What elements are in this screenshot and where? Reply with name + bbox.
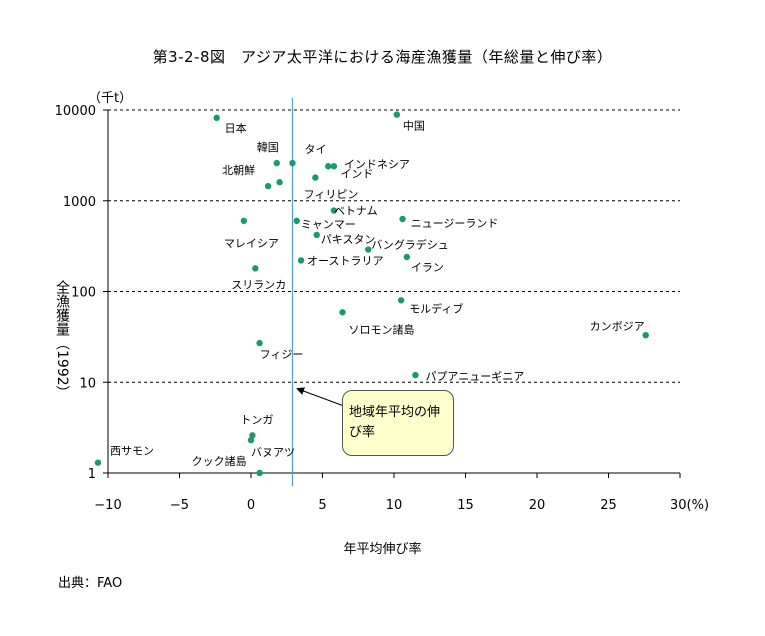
y-axis-label-sub: （1992） bbox=[54, 336, 70, 400]
data-point bbox=[397, 297, 405, 304]
point-label: ソロモン諸島 bbox=[349, 322, 415, 336]
y-unit-label: （千t） bbox=[88, 91, 133, 106]
data-point bbox=[247, 436, 255, 444]
data-point bbox=[252, 265, 259, 272]
data-point bbox=[365, 246, 372, 253]
point-label: インドネシア bbox=[344, 158, 410, 171]
x-tick-label: 20 bbox=[529, 498, 546, 513]
point-label: ベトナム bbox=[334, 205, 378, 218]
chart-title: 第3-2-8図 アジア太平洋における海産漁獲量（年総量と伸び率） bbox=[152, 48, 613, 66]
x-tick-label: 15 bbox=[457, 498, 474, 513]
data-point bbox=[94, 459, 102, 466]
data-point bbox=[325, 163, 332, 170]
point-label: クック諸島 bbox=[192, 454, 247, 468]
data-point bbox=[213, 114, 220, 122]
y-tick-label: 10000 bbox=[55, 104, 96, 119]
point-label: オーストラリア bbox=[307, 254, 383, 267]
point-label: インド bbox=[340, 168, 373, 181]
data-point bbox=[256, 469, 263, 477]
y-axis-label: 全漁獲量（1992） bbox=[52, 280, 72, 400]
x-tick-label: 25 bbox=[600, 498, 617, 513]
point-label: 北朝鮮 bbox=[222, 163, 255, 177]
annotation-box: 地域年平均の伸び率 bbox=[342, 390, 454, 456]
y-tick-label: 100 bbox=[71, 286, 96, 301]
data-point bbox=[293, 217, 300, 225]
data-point bbox=[642, 331, 649, 339]
x-axis-label: 年平均伸び率 bbox=[343, 542, 422, 557]
point-label: モルディブ bbox=[409, 301, 463, 315]
data-point bbox=[412, 371, 419, 379]
point-label: トンガ bbox=[240, 413, 273, 426]
data-point bbox=[240, 217, 248, 225]
point-label: イラン bbox=[411, 261, 444, 274]
y-tick-label: 1 bbox=[88, 467, 96, 482]
y-tick-label: 1000 bbox=[63, 195, 96, 210]
point-label: 中国 bbox=[403, 120, 425, 133]
data-point bbox=[313, 231, 320, 239]
point-label: フィリピン bbox=[304, 188, 359, 201]
data-point bbox=[276, 179, 283, 186]
x-tick-label: −5 bbox=[170, 498, 189, 513]
data-point bbox=[273, 159, 280, 167]
data-point bbox=[312, 174, 319, 181]
point-label: 韓国 bbox=[257, 141, 279, 154]
y-axis-label-main: 全漁獲量 bbox=[54, 280, 70, 336]
point-label: 西サモン bbox=[110, 445, 154, 458]
point-label: カンボジア bbox=[590, 320, 645, 333]
point-label: パプアニューギニア bbox=[425, 370, 524, 383]
point-label: ミャンマー bbox=[301, 218, 356, 231]
point-label: タイ bbox=[304, 143, 326, 156]
x-tick-label: −10 bbox=[94, 498, 121, 513]
data-point bbox=[393, 111, 401, 118]
point-label: パキスタン bbox=[321, 233, 376, 246]
point-label: バヌアツ bbox=[251, 446, 295, 459]
point-label: バングラデシュ bbox=[371, 238, 449, 252]
data-point bbox=[330, 207, 338, 214]
data-point bbox=[256, 339, 263, 347]
data-point bbox=[399, 215, 406, 223]
x-tick-label: 10 bbox=[386, 498, 403, 513]
data-point bbox=[264, 182, 272, 190]
point-label: スリランカ bbox=[231, 278, 286, 291]
data-point bbox=[330, 163, 338, 170]
data-point bbox=[403, 253, 411, 261]
data-point bbox=[339, 309, 346, 316]
point-label: マレイシア bbox=[224, 237, 279, 250]
data-point bbox=[249, 432, 256, 439]
point-label: フィジー bbox=[260, 348, 304, 361]
data-point bbox=[289, 159, 296, 167]
point-label: ニュージーランド bbox=[411, 217, 499, 230]
source-note: 出典：FAO bbox=[58, 576, 123, 591]
data-point bbox=[297, 257, 305, 264]
x-tick-label: 5 bbox=[318, 498, 326, 513]
y-tick-label: 10 bbox=[79, 376, 96, 391]
x-tick-label: 0 bbox=[247, 498, 255, 513]
point-label: 日本 bbox=[225, 121, 247, 135]
x-tick-label: 30(%) bbox=[670, 498, 709, 513]
